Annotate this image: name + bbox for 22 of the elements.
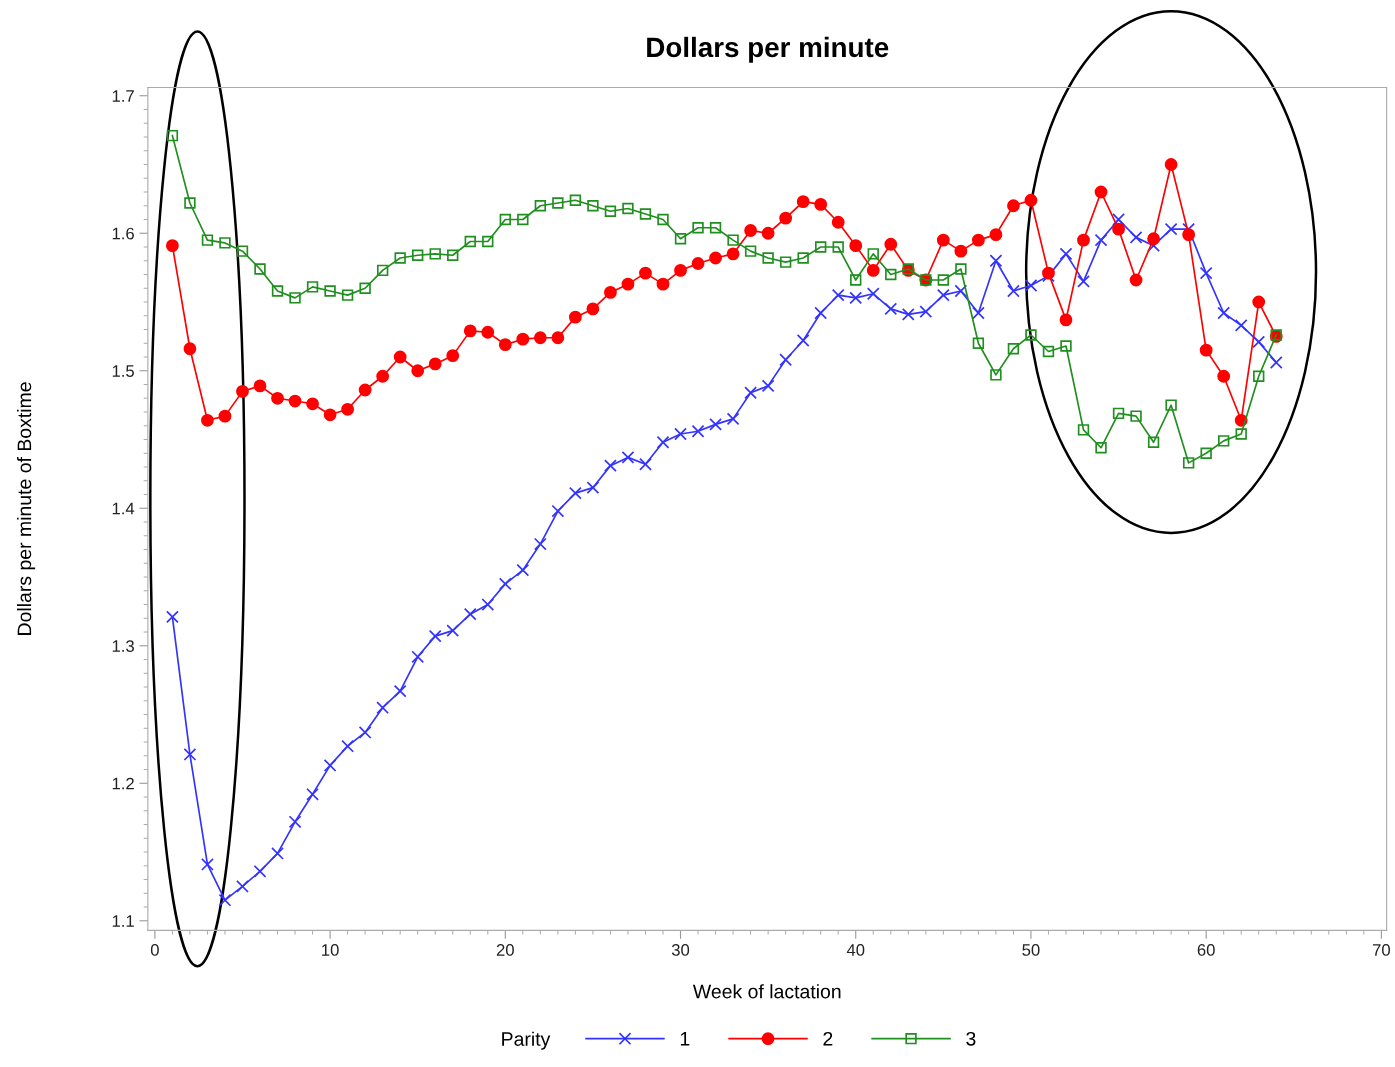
x-tick-label: 10: [322, 944, 339, 956]
legend-label: 3: [966, 1031, 976, 1046]
y-tick-label: 1.5: [112, 365, 134, 377]
y-tick-label: 1.4: [112, 502, 135, 515]
legend-label: 1: [680, 1032, 690, 1046]
x-tick-label: 30: [671, 944, 690, 956]
y-tick-label: 1.7: [112, 90, 134, 102]
legend-label: 2: [823, 1031, 833, 1046]
x-tick-label: 70: [1372, 944, 1390, 956]
y-tick-label: 1.3: [112, 640, 134, 652]
y-tick-label: 1.1: [112, 915, 134, 927]
x-tick-label: 40: [846, 944, 865, 956]
x-tick-label: 0: [150, 944, 159, 956]
x-tick-label: 20: [496, 944, 514, 956]
x-tick-label: 60: [1197, 944, 1215, 956]
y-axis-title: Dollars per minute of Boxtime: [16, 382, 36, 635]
x-axis-title: Week of lactation: [692, 984, 841, 999]
y-tick-label: 1.2: [112, 777, 134, 790]
x-tick-label: 50: [1022, 944, 1040, 956]
legend-title: Parity: [502, 1031, 551, 1050]
y-tick-label: 1.6: [112, 227, 134, 240]
chart-title: Dollars per minute: [647, 36, 889, 63]
